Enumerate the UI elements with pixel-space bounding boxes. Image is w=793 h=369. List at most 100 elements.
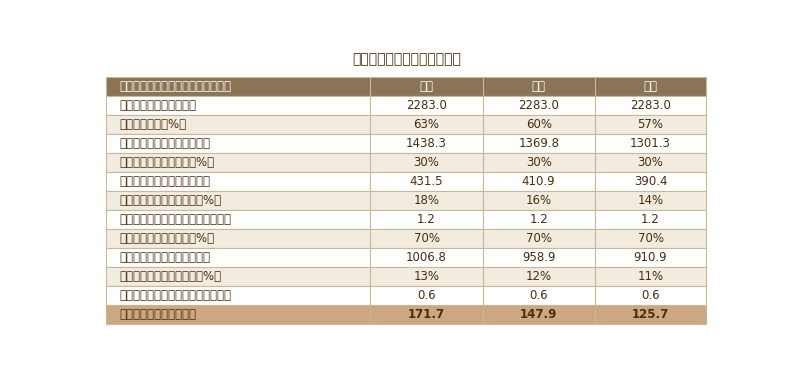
Bar xyxy=(106,115,370,134)
Bar xyxy=(595,96,707,115)
Bar xyxy=(483,191,595,210)
Bar xyxy=(370,115,483,134)
Bar xyxy=(595,286,707,305)
Text: 30%: 30% xyxy=(414,156,439,169)
Bar xyxy=(483,115,595,134)
Bar xyxy=(595,172,707,191)
Bar xyxy=(483,267,595,286)
Text: 1.2: 1.2 xyxy=(642,213,660,226)
Bar xyxy=(106,134,370,153)
Text: 30%: 30% xyxy=(638,156,664,169)
Bar xyxy=(595,267,707,286)
Text: 1.2: 1.2 xyxy=(529,213,548,226)
Text: 2283.0: 2283.0 xyxy=(406,99,447,112)
Bar xyxy=(370,210,483,229)
Bar xyxy=(370,96,483,115)
Bar xyxy=(483,286,595,305)
Bar xyxy=(106,172,370,191)
Bar xyxy=(595,229,707,248)
Bar xyxy=(370,305,483,324)
Bar xyxy=(106,305,370,324)
Text: 进展期患者创新药年化费用（万元）: 进展期患者创新药年化费用（万元） xyxy=(120,213,232,226)
Bar xyxy=(595,77,707,96)
Text: 稳定期患者创新药年化费用（万元）: 稳定期患者创新药年化费用（万元） xyxy=(120,289,232,302)
Bar xyxy=(106,267,370,286)
Text: 保守: 保守 xyxy=(644,80,657,93)
Bar xyxy=(370,191,483,210)
Text: 13%: 13% xyxy=(413,270,439,283)
Text: 稳定期患者创新药市占率（%）: 稳定期患者创新药市占率（%） xyxy=(120,270,222,283)
Bar xyxy=(595,305,707,324)
Bar xyxy=(595,115,707,134)
Bar xyxy=(370,286,483,305)
Bar xyxy=(483,96,595,115)
Bar xyxy=(483,134,595,153)
Bar xyxy=(106,191,370,210)
Text: 1369.8: 1369.8 xyxy=(518,137,559,150)
Bar xyxy=(595,248,707,267)
Bar xyxy=(106,77,370,96)
Text: 白癜风创新药市场空间测算（亿元）: 白癜风创新药市场空间测算（亿元） xyxy=(120,80,232,93)
Text: 进展期用药患者人数（万人）: 进展期用药患者人数（万人） xyxy=(120,175,211,188)
Bar xyxy=(595,191,707,210)
Text: 白癜风患者人数（万人）: 白癜风患者人数（万人） xyxy=(120,99,197,112)
Bar xyxy=(483,153,595,172)
Text: 958.9: 958.9 xyxy=(522,251,555,264)
Bar xyxy=(483,229,595,248)
Bar xyxy=(595,134,707,153)
Bar xyxy=(370,172,483,191)
Bar xyxy=(483,248,595,267)
Text: 0.6: 0.6 xyxy=(417,289,436,302)
Text: 16%: 16% xyxy=(526,194,552,207)
Text: 稳定期用药患者人数（万人）: 稳定期用药患者人数（万人） xyxy=(120,251,211,264)
Bar xyxy=(106,229,370,248)
Bar xyxy=(370,248,483,267)
Text: 1.2: 1.2 xyxy=(417,213,436,226)
Text: 70%: 70% xyxy=(413,232,439,245)
Text: 创新药市场空间（亿元）: 创新药市场空间（亿元） xyxy=(120,308,197,321)
Text: 431.5: 431.5 xyxy=(410,175,443,188)
Bar xyxy=(370,153,483,172)
Text: 147.9: 147.9 xyxy=(520,308,557,321)
Text: 60%: 60% xyxy=(526,118,552,131)
Text: 171.7: 171.7 xyxy=(408,308,445,321)
Bar xyxy=(106,248,370,267)
Text: 390.4: 390.4 xyxy=(634,175,667,188)
Text: 中性: 中性 xyxy=(531,80,546,93)
Text: 410.9: 410.9 xyxy=(522,175,555,188)
Text: 其中：进展期患者占比（%）: 其中：进展期患者占比（%） xyxy=(120,156,215,169)
Text: 125.7: 125.7 xyxy=(632,308,669,321)
Text: 12%: 12% xyxy=(526,270,552,283)
Text: 14%: 14% xyxy=(638,194,664,207)
Text: 0.6: 0.6 xyxy=(642,289,660,302)
Text: 11%: 11% xyxy=(638,270,664,283)
Text: 1438.3: 1438.3 xyxy=(406,137,447,150)
Text: 2283.0: 2283.0 xyxy=(519,99,559,112)
Bar xyxy=(595,153,707,172)
Bar xyxy=(106,153,370,172)
Text: 63%: 63% xyxy=(413,118,439,131)
Text: 其中：稳定期患者占比（%）: 其中：稳定期患者占比（%） xyxy=(120,232,215,245)
Text: 1301.3: 1301.3 xyxy=(630,137,671,150)
Bar xyxy=(106,96,370,115)
Text: 30%: 30% xyxy=(526,156,552,169)
Text: 70%: 70% xyxy=(638,232,664,245)
Bar xyxy=(106,210,370,229)
Text: 70%: 70% xyxy=(526,232,552,245)
Bar xyxy=(370,134,483,153)
Bar xyxy=(370,77,483,96)
Bar xyxy=(483,210,595,229)
Text: 用药患者占比（%）: 用药患者占比（%） xyxy=(120,118,187,131)
Text: 2283.0: 2283.0 xyxy=(630,99,671,112)
Text: 910.9: 910.9 xyxy=(634,251,668,264)
Text: 乐观: 乐观 xyxy=(419,80,434,93)
Bar xyxy=(370,229,483,248)
Bar xyxy=(483,305,595,324)
Text: 0.6: 0.6 xyxy=(530,289,548,302)
Bar xyxy=(370,267,483,286)
Text: 1006.8: 1006.8 xyxy=(406,251,447,264)
Bar xyxy=(595,210,707,229)
Text: 进展期患者创新药市占率（%）: 进展期患者创新药市占率（%） xyxy=(120,194,222,207)
Bar xyxy=(483,172,595,191)
Bar xyxy=(483,77,595,96)
